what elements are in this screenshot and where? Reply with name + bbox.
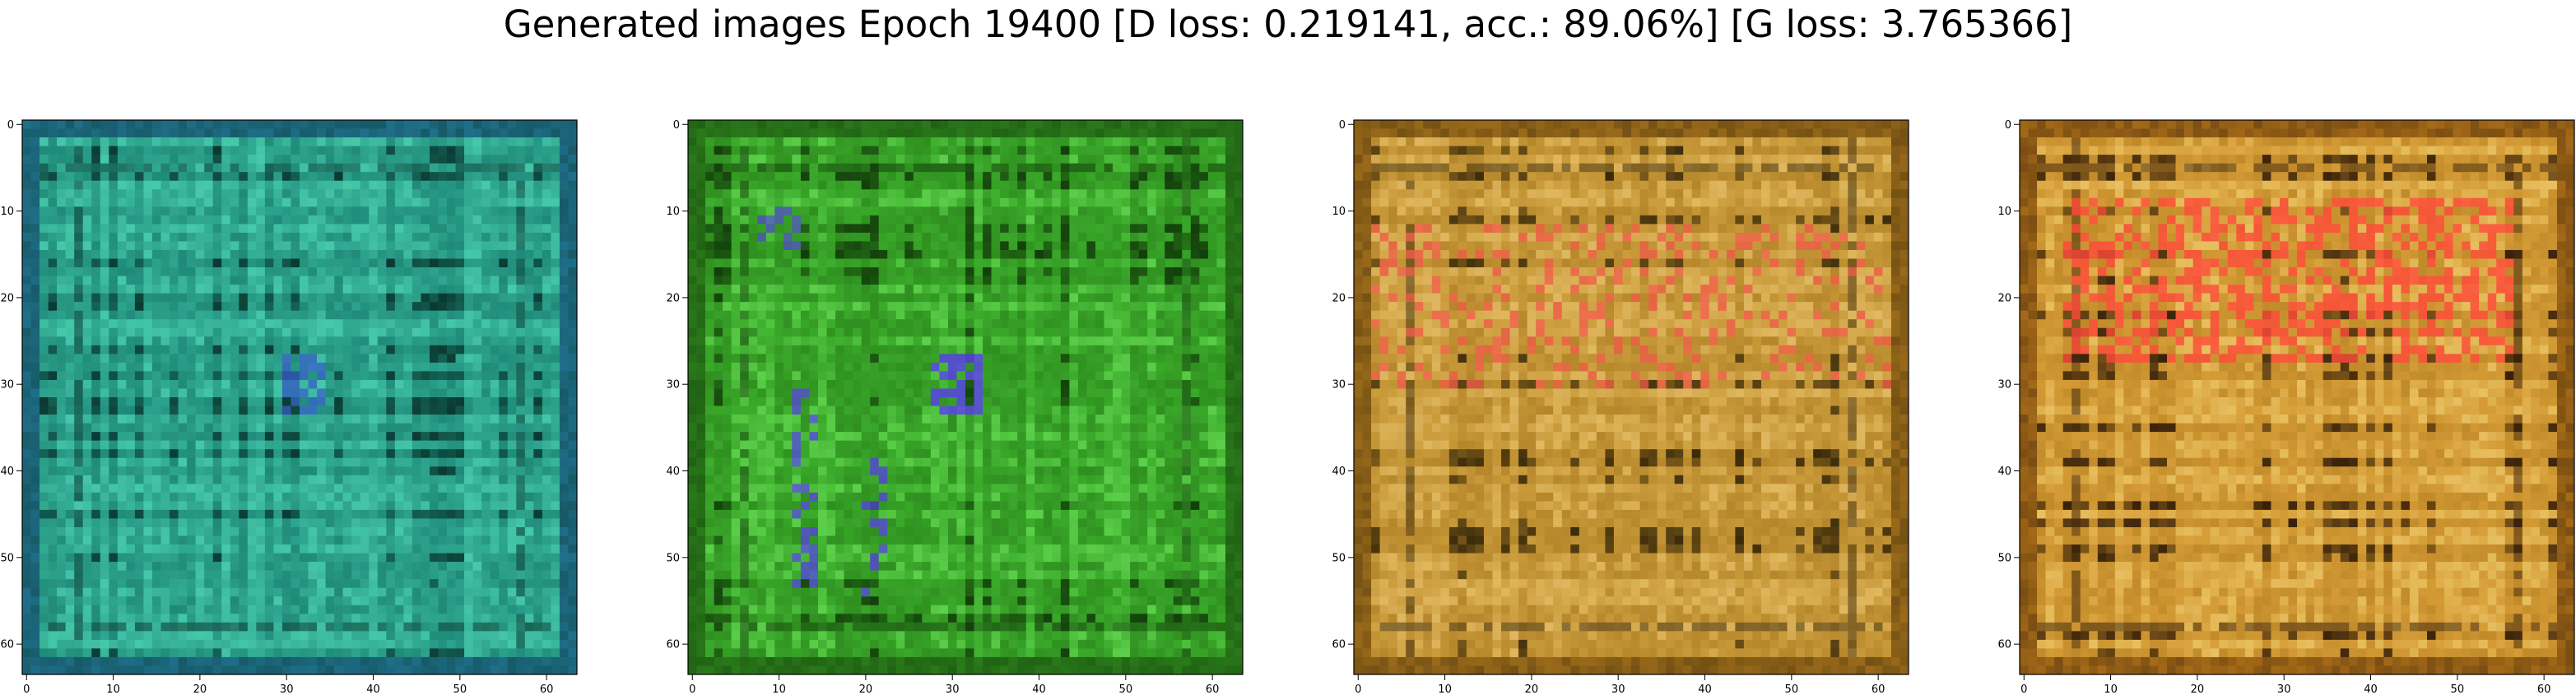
x-tick-label: 60 bbox=[1872, 683, 1886, 695]
x-tick-label: 40 bbox=[1698, 683, 1712, 695]
x-tick-label: 20 bbox=[193, 683, 207, 695]
y-tick-label: 30 bbox=[0, 379, 14, 392]
x-tick-label: 50 bbox=[2451, 683, 2465, 695]
y-tick-label: 20 bbox=[0, 292, 14, 304]
x-tick-label: 40 bbox=[2364, 683, 2378, 695]
x-tick-label: 10 bbox=[772, 683, 786, 695]
x-tick-label: 30 bbox=[1611, 683, 1625, 695]
x-tick-label: 30 bbox=[946, 683, 960, 695]
pixel-grid bbox=[2020, 120, 2574, 674]
y-tick-label: 0 bbox=[2005, 119, 2011, 132]
y-tick-label: 10 bbox=[1332, 206, 1346, 218]
x-tick-label: 60 bbox=[540, 683, 554, 695]
y-tick-label: 50 bbox=[1997, 552, 2011, 564]
y-tick-label: 30 bbox=[1332, 379, 1346, 392]
x-tick-label: 0 bbox=[1355, 683, 1361, 695]
y-tick-label: 30 bbox=[1997, 379, 2011, 392]
y-tick-label: 40 bbox=[1332, 466, 1346, 478]
x-tick-label: 0 bbox=[2020, 683, 2027, 695]
y-tick-label: 50 bbox=[0, 552, 14, 564]
x-tick-label: 50 bbox=[1785, 683, 1799, 695]
pixel-grid bbox=[688, 120, 1243, 674]
y-tick-label: 10 bbox=[0, 206, 14, 218]
x-tick-label: 40 bbox=[366, 683, 380, 695]
y-tick-label: 20 bbox=[1332, 292, 1346, 304]
x-tick-label: 0 bbox=[689, 683, 695, 695]
x-tick-label: 50 bbox=[453, 683, 467, 695]
x-tick-label: 10 bbox=[106, 683, 120, 695]
y-tick-label: 0 bbox=[673, 119, 680, 132]
x-tick-label: 60 bbox=[2537, 683, 2551, 695]
generated-image-panel-2: 0 10 20 30 40 50 60 0 10 20 30 40 50 60 bbox=[688, 120, 1243, 674]
x-tick-label: 20 bbox=[859, 683, 873, 695]
pixel-grid bbox=[1354, 120, 1909, 674]
y-tick-label: 0 bbox=[1339, 119, 1346, 132]
x-tick-label: 10 bbox=[1438, 683, 1452, 695]
y-tick-label: 30 bbox=[666, 379, 680, 392]
generated-image-panel-1: 0 10 20 30 40 50 60 0 10 20 30 40 50 60 bbox=[22, 120, 577, 674]
y-tick-label: 50 bbox=[666, 552, 680, 564]
x-tick-label: 30 bbox=[2277, 683, 2291, 695]
x-tick-label: 20 bbox=[1525, 683, 1539, 695]
x-tick-label: 0 bbox=[23, 683, 30, 695]
generated-image-panel-3: 0 10 20 30 40 50 60 0 10 20 30 40 50 60 bbox=[1354, 120, 1909, 674]
y-tick-label: 20 bbox=[666, 292, 680, 304]
x-tick-label: 40 bbox=[1032, 683, 1046, 695]
x-tick-label: 10 bbox=[2104, 683, 2118, 695]
x-tick-label: 50 bbox=[1119, 683, 1133, 695]
x-tick-label: 60 bbox=[1206, 683, 1220, 695]
y-tick-label: 40 bbox=[1997, 466, 2011, 478]
x-tick-label: 20 bbox=[2191, 683, 2205, 695]
y-tick-label: 40 bbox=[0, 466, 14, 478]
y-tick-label: 60 bbox=[0, 639, 14, 651]
y-tick-label: 10 bbox=[666, 206, 680, 218]
y-tick-label: 10 bbox=[1997, 206, 2011, 218]
figure-title: Generated images Epoch 19400 [D loss: 0.… bbox=[0, 2, 2576, 48]
generated-image-panel-4: 0 10 20 30 40 50 60 0 10 20 30 40 50 60 bbox=[2020, 120, 2574, 674]
y-tick-label: 20 bbox=[1997, 292, 2011, 304]
y-tick-label: 60 bbox=[1332, 639, 1346, 651]
y-tick-label: 0 bbox=[7, 119, 14, 132]
pixel-grid bbox=[22, 120, 577, 674]
y-tick-label: 60 bbox=[666, 639, 680, 651]
y-tick-label: 60 bbox=[1997, 639, 2011, 651]
x-tick-label: 30 bbox=[280, 683, 294, 695]
y-tick-label: 50 bbox=[1332, 552, 1346, 564]
y-tick-label: 40 bbox=[666, 466, 680, 478]
